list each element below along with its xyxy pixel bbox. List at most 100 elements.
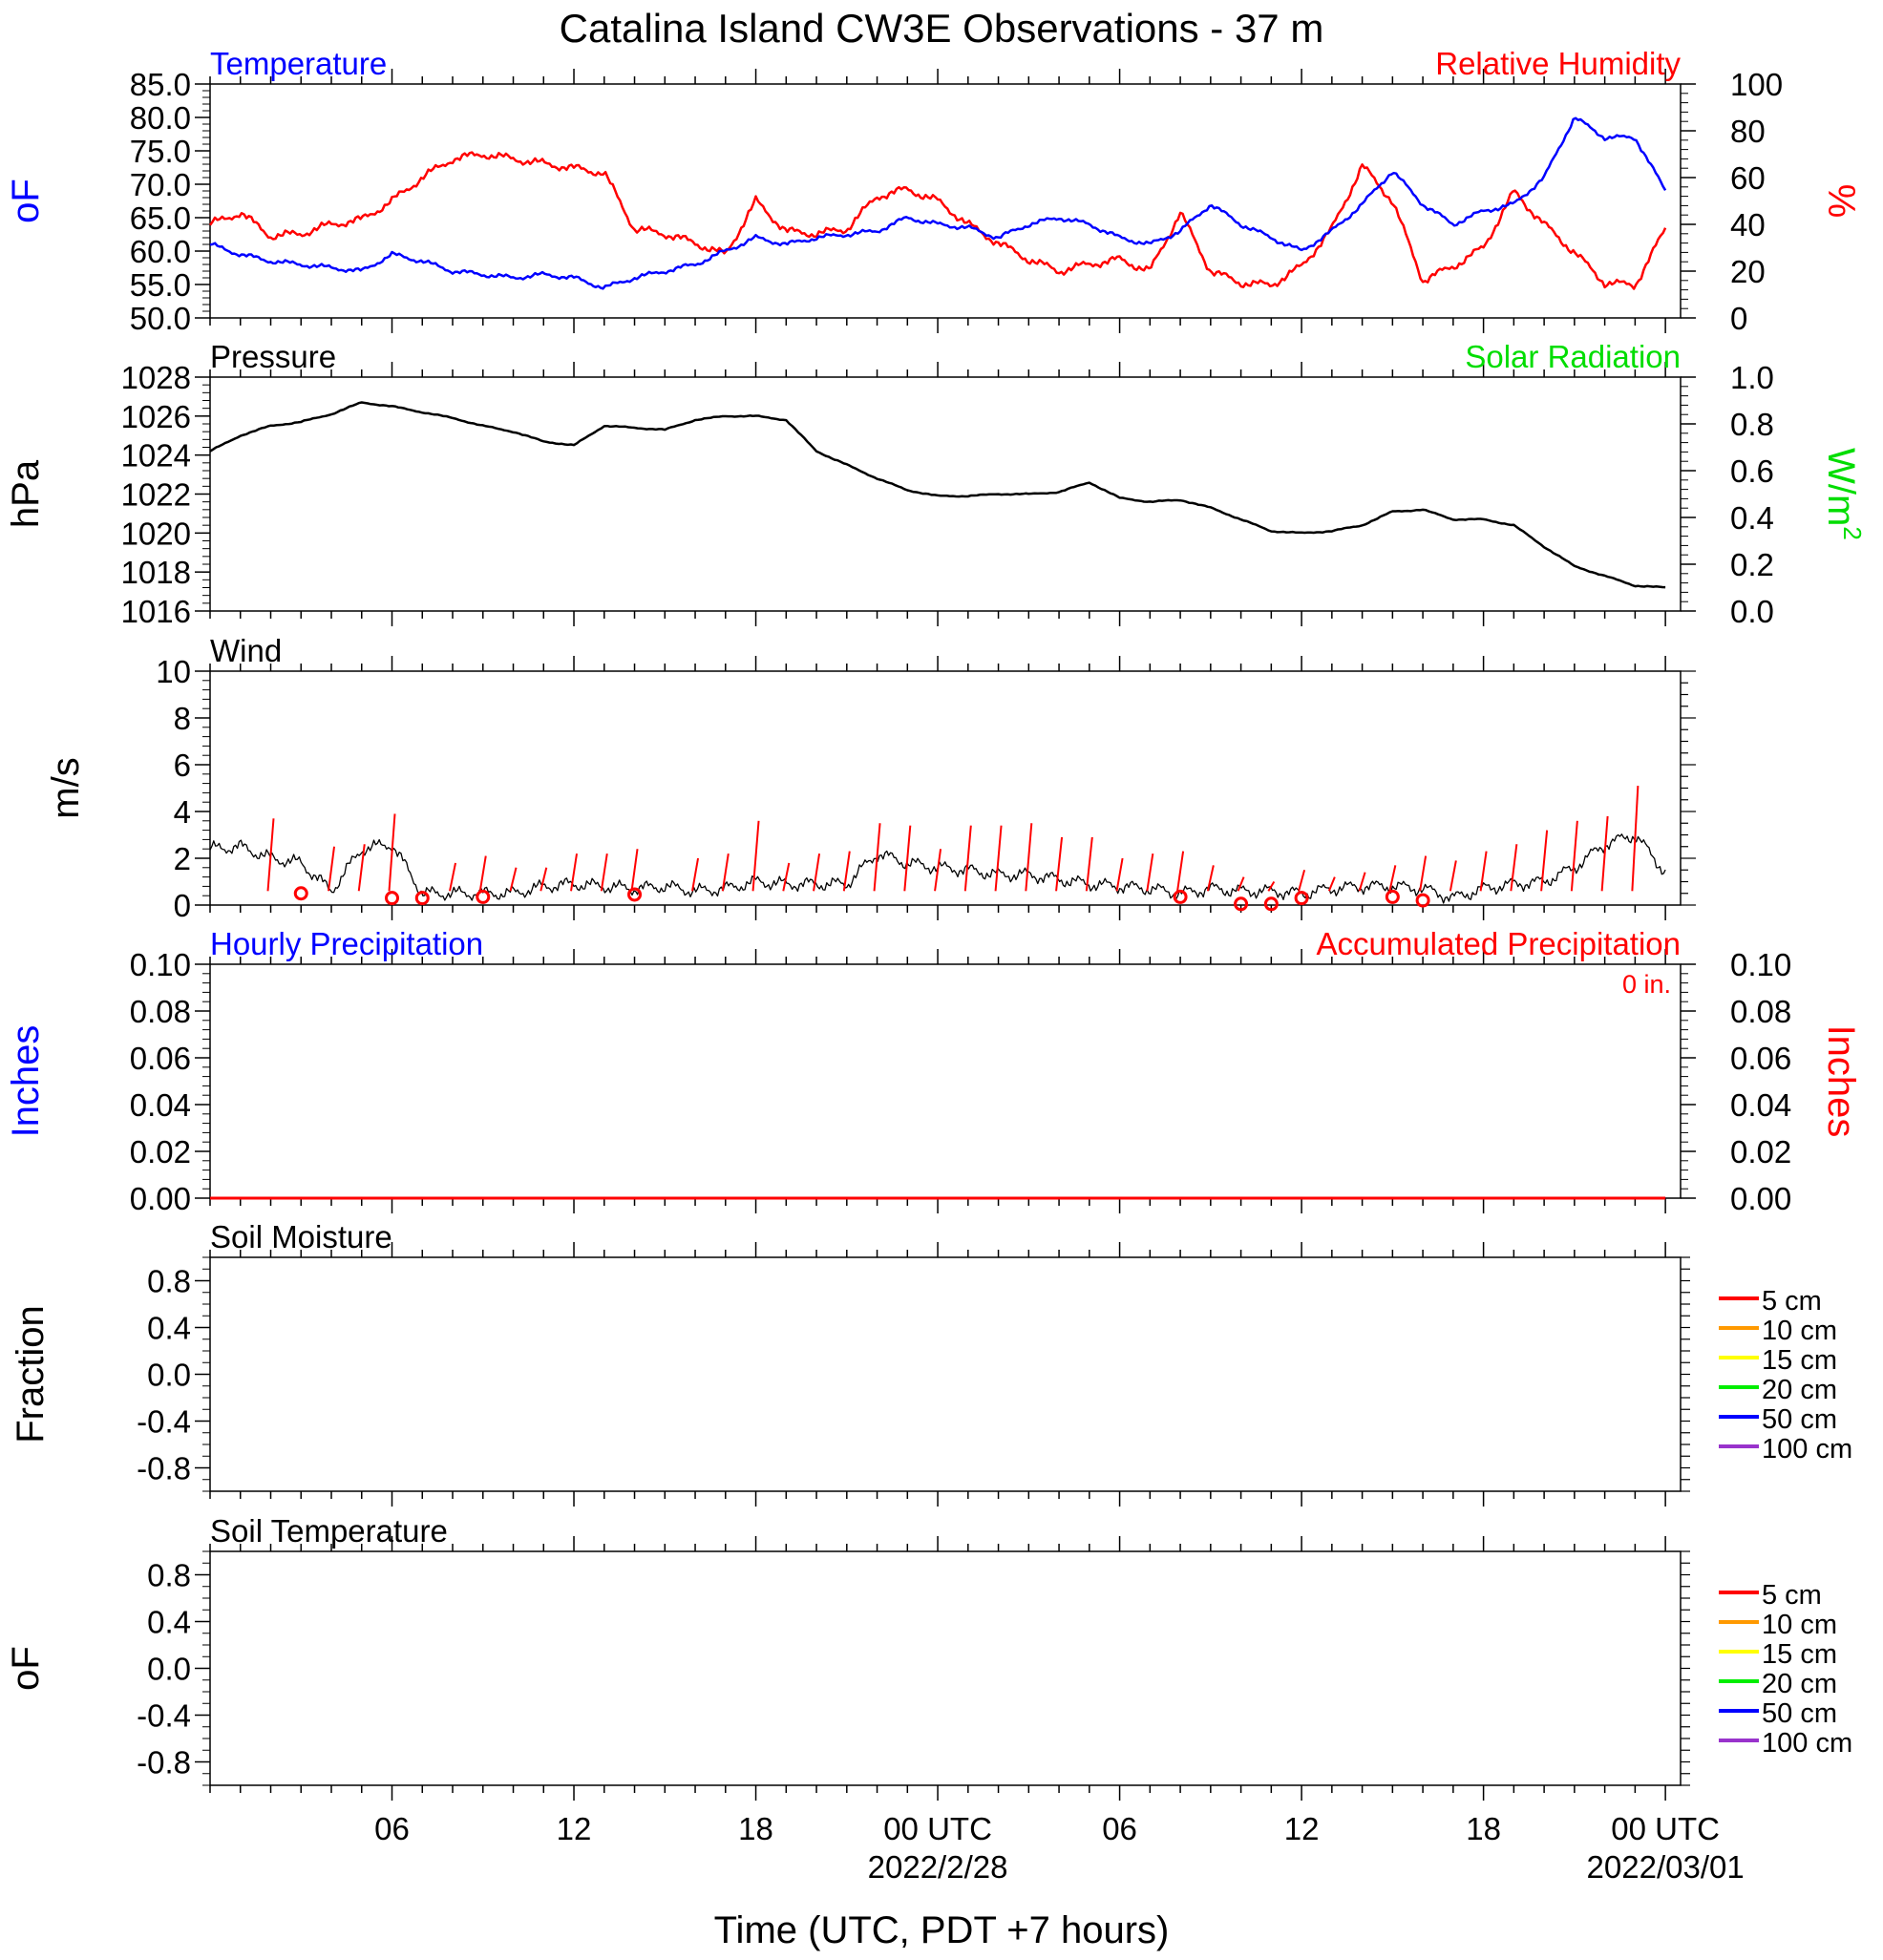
calm-wind-marker [1385,889,1400,904]
wind-gust-mark [963,825,972,892]
wind-gust-mark [1237,876,1245,892]
legend-label: 20 cm [1762,1669,1837,1699]
y-tick-label: 1016 [121,594,191,629]
wind-gust-mark [1115,857,1124,892]
wind-gust-mark [813,853,821,892]
wind-gust-mark [1600,815,1609,892]
y-tick-label: 0.04 [1730,1087,1791,1123]
y-tick-label: 4 [174,794,191,830]
y-tick-label: 0.08 [1730,994,1791,1029]
y-tick-label: 0.2 [1730,547,1774,582]
temperature-humidity-panel: 85.080.075.070.065.060.055.050.0 100 80 60 4… [5,46,1862,336]
solar-title: Solar Radiation [1465,339,1681,374]
y-tick-label: 0.8 [147,1264,191,1299]
solar-unit-superscript: 2 [1838,526,1867,539]
accumulated-precipitation-title: Accumulated Precipitation [1316,926,1681,961]
panel-frame [209,1550,1682,1786]
precipitation-panel: 0.10 0.08 0.06 0.04 0.02 0.00 0.10 0.08 0.06 0.04… [5,926,1862,1216]
y-tick-label: 40 [1730,207,1766,242]
wind-gust-mark [509,867,518,892]
wind-gust-mark [1540,830,1549,892]
y-tick-label: -0.4 [137,1698,191,1734]
wind-unit: m/s [45,757,87,818]
wind-gust-mark [1358,872,1366,892]
calm-wind-marker [293,886,308,901]
calm-wind-marker [1263,896,1279,912]
legend-label: 5 cm [1762,1286,1822,1317]
legend-label: 50 cm [1762,1698,1837,1729]
y-tick-label: 65.0 [130,200,191,236]
y-tick-label: 1026 [121,399,191,434]
legend-label: 15 cm [1762,1639,1837,1670]
panel-frame [209,1256,1682,1492]
calm-wind-marker [1294,891,1309,906]
y-tick-label: 2 [174,841,191,876]
calm-wind-marker [476,889,491,904]
y-tick-label: 20 [1730,254,1766,289]
y-tick-label: 80 [1730,114,1766,149]
y-tick-label: 60 [1730,160,1766,196]
wind-gust-mark [782,862,791,892]
y-tick-label: 0.6 [1730,453,1774,489]
y-tick-label: 75.0 [130,134,191,169]
wind-gust-mark [540,867,548,892]
y-tick-label: 0.10 [130,947,191,982]
y-tick-label: 0.02 [130,1134,191,1170]
wind-gust-mark [1298,869,1306,892]
y-tick-label: 0.02 [1730,1134,1791,1170]
humidity-unit: % [1820,184,1862,219]
y-tick-label: 100 [1730,67,1783,102]
x-tick-label: 00 UTC [883,1811,992,1846]
wind-gust-mark [1146,853,1154,892]
y-tick-label: 0.8 [147,1558,191,1593]
y-tick-label: 1.0 [1730,360,1774,395]
wind-gust-mark [1479,851,1488,892]
y-tick-label: 0.0 [1730,594,1774,629]
y-tick-label: 0.4 [1730,500,1774,536]
panel-1 [209,69,1682,333]
humidity-line [209,151,1667,290]
legend-label: 100 cm [1762,1434,1852,1465]
y-tick-label: 0 [1730,301,1747,336]
y-tick-label: 0.8 [1730,407,1774,442]
panels: 85.080.075.070.065.060.055.050.010080604… [5,46,1867,1885]
legend-label: 15 cm [1762,1345,1837,1376]
calm-wind-marker [1173,889,1188,904]
hourly-precipitation-unit: Inches [5,1025,47,1138]
calm-wind-marker [1415,893,1430,908]
x-date-label: 2022/2/28 [868,1849,1008,1885]
y-tick-label: 1020 [121,516,191,551]
calm-wind-marker [385,891,400,906]
wind-gust-mark [1631,785,1640,892]
x-tick-label: 12 [1284,1811,1320,1846]
x-tick-label: 06 [374,1811,410,1846]
wind-gust-mark [630,849,639,892]
panel-frame [209,963,1682,1199]
soil-moisture-title: Soil Moisture [210,1219,392,1254]
y-tick-label: -0.8 [137,1451,191,1486]
y-tick-label: 70.0 [130,167,191,202]
pressure-line [209,401,1666,589]
temperature-title: Temperature [210,46,387,81]
legend-label: 50 cm [1762,1404,1837,1435]
wind-gust-mark [1449,860,1457,892]
wind-gust-mark [600,853,608,892]
panel-5 [209,1242,1682,1507]
wind-gust-mark [1327,876,1336,892]
legend-label: 100 cm [1762,1728,1852,1759]
y-tick-label: 0.06 [130,1041,191,1076]
y-tick-label: 10 [156,654,191,689]
wind-gust-mark [994,825,1003,892]
wind-gust-mark [1055,836,1064,892]
wind-gust-mark [873,823,881,892]
y-tick-label: 0.08 [130,994,191,1029]
wind-gust-mark [934,849,942,892]
y-tick-label: -0.4 [137,1404,191,1440]
x-tick-label: 06 [1102,1811,1137,1846]
wind-gust-mark [1570,820,1578,892]
calm-wind-marker [414,891,430,906]
y-tick-label: 0.0 [147,1358,191,1393]
y-tick-label: 0.04 [130,1087,191,1123]
wind-gust-mark [1510,844,1518,892]
